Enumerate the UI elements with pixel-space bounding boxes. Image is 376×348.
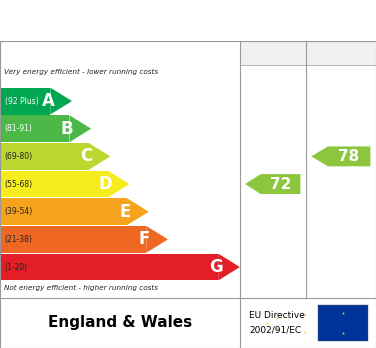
Bar bbox=[0, 88, 50, 114]
Polygon shape bbox=[127, 198, 149, 225]
Text: Very energy efficient - lower running costs: Very energy efficient - lower running co… bbox=[4, 69, 158, 76]
Text: (81-91): (81-91) bbox=[5, 124, 32, 133]
Text: (1-20): (1-20) bbox=[5, 262, 28, 271]
Text: Energy Efficiency Rating: Energy Efficiency Rating bbox=[64, 11, 312, 30]
Text: 78: 78 bbox=[338, 149, 360, 164]
Text: B: B bbox=[61, 120, 74, 138]
Text: (21-38): (21-38) bbox=[5, 235, 32, 244]
Text: EU Directive: EU Directive bbox=[249, 311, 305, 320]
Polygon shape bbox=[311, 147, 370, 166]
Text: A: A bbox=[42, 92, 55, 110]
Polygon shape bbox=[50, 88, 72, 114]
Polygon shape bbox=[218, 254, 240, 280]
Text: (39-54): (39-54) bbox=[5, 207, 33, 216]
Polygon shape bbox=[146, 226, 168, 253]
Text: C: C bbox=[80, 148, 92, 165]
Text: D: D bbox=[99, 175, 112, 193]
Bar bbox=[318, 304, 368, 341]
Bar bbox=[0, 143, 89, 170]
Text: F: F bbox=[138, 230, 150, 248]
Polygon shape bbox=[108, 171, 130, 198]
Text: England & Wales: England & Wales bbox=[48, 315, 192, 330]
Bar bbox=[0, 115, 70, 142]
Text: 2002/91/EC: 2002/91/EC bbox=[249, 326, 302, 335]
Bar bbox=[306, 41, 376, 65]
Text: E: E bbox=[119, 203, 130, 221]
Bar bbox=[240, 41, 306, 65]
Text: 72: 72 bbox=[270, 176, 291, 191]
Bar bbox=[0, 254, 218, 280]
Bar bbox=[0, 171, 108, 198]
Bar bbox=[0, 226, 146, 253]
Text: G: G bbox=[209, 258, 223, 276]
Text: (55-68): (55-68) bbox=[5, 180, 33, 189]
Polygon shape bbox=[245, 174, 300, 194]
Bar bbox=[0, 198, 127, 225]
Text: Not energy efficient - higher running costs: Not energy efficient - higher running co… bbox=[4, 285, 158, 291]
Polygon shape bbox=[70, 115, 91, 142]
Text: Current: Current bbox=[253, 49, 293, 58]
Text: (69-80): (69-80) bbox=[5, 152, 33, 161]
Polygon shape bbox=[89, 143, 110, 170]
Text: (92 Plus): (92 Plus) bbox=[5, 96, 38, 105]
Text: Potential: Potential bbox=[318, 49, 364, 58]
